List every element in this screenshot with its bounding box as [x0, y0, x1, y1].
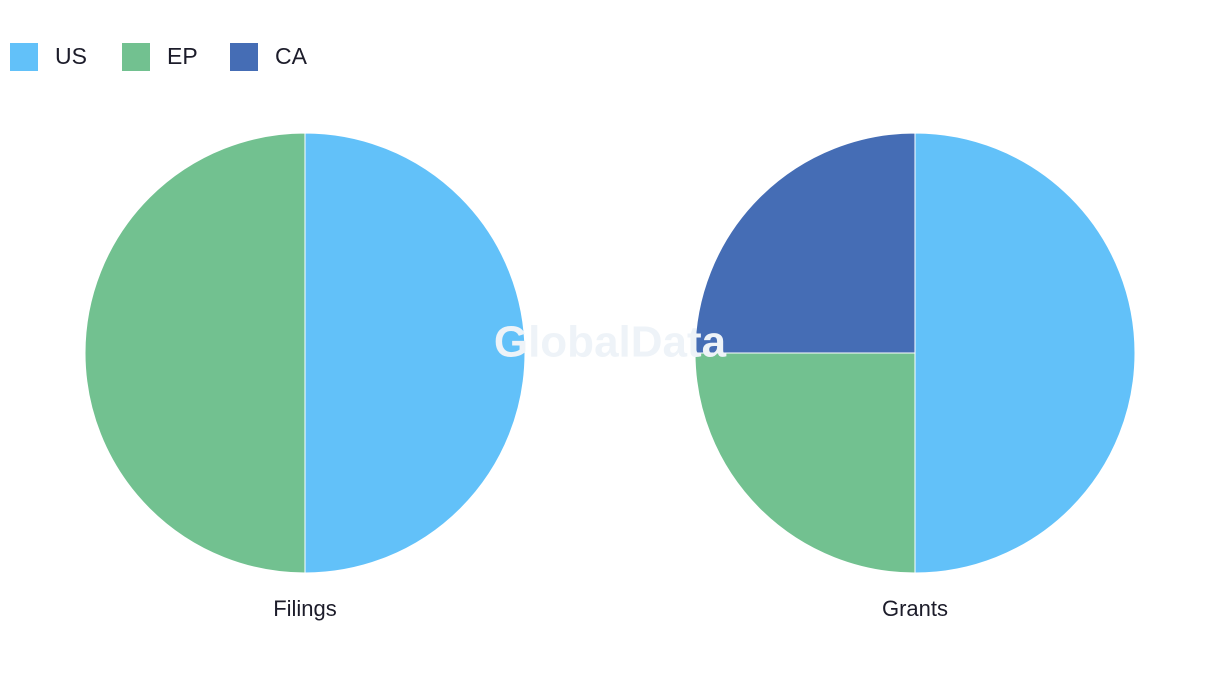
- watermark: GlobalData: [494, 318, 727, 367]
- pie-slice: [304, 132, 526, 574]
- pie-slice: [84, 132, 306, 574]
- legend-swatch: [10, 43, 38, 71]
- pie-slice: [694, 132, 916, 354]
- legend-swatch: [122, 43, 150, 71]
- pie-slice: [694, 352, 916, 574]
- chart-title: Filings: [273, 596, 337, 621]
- legend-label: EP: [167, 43, 198, 69]
- legend-label: US: [55, 43, 87, 69]
- legend-swatch: [230, 43, 258, 71]
- legend-label: CA: [275, 43, 308, 69]
- pie-slice: [914, 132, 1136, 574]
- chart-title: Grants: [882, 596, 948, 621]
